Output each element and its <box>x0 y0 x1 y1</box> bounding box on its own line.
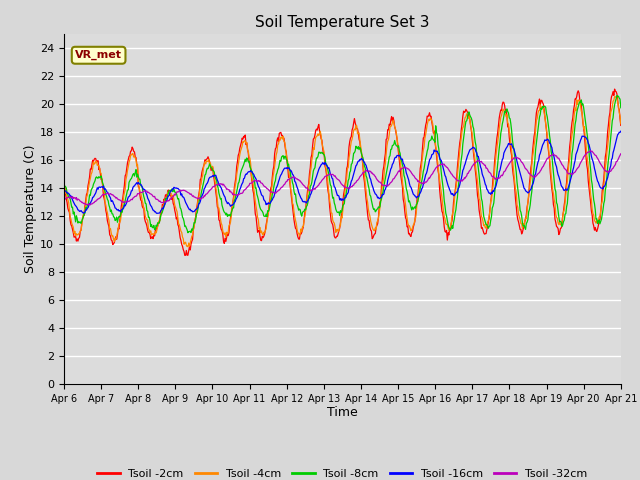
Tsoil -8cm <box>184 230 192 236</box>
Tsoil -4cm <box>411 217 419 223</box>
Line: Tsoil -2cm: Tsoil -2cm <box>64 89 621 255</box>
Tsoil -16cm <box>214 179 222 185</box>
Tsoil -32cm <box>185 190 193 196</box>
Tsoil -2cm <box>214 206 222 212</box>
Tsoil -32cm <box>60 197 68 203</box>
Tsoil -4cm <box>185 240 193 246</box>
Tsoil -2cm <box>428 113 435 119</box>
Tsoil -4cm <box>183 244 191 250</box>
Tsoil -16cm <box>60 187 68 192</box>
X-axis label: Time: Time <box>327 407 358 420</box>
Tsoil -4cm <box>214 205 222 211</box>
Tsoil -4cm <box>60 181 68 187</box>
Tsoil -16cm <box>411 193 419 199</box>
Tsoil -32cm <box>428 172 435 178</box>
Tsoil -16cm <box>127 188 135 194</box>
Tsoil -8cm <box>127 176 135 181</box>
Tsoil -32cm <box>84 202 92 208</box>
Tsoil -8cm <box>70 209 78 215</box>
Tsoil -16cm <box>185 205 193 211</box>
Text: VR_met: VR_met <box>75 50 122 60</box>
Tsoil -2cm <box>185 248 193 254</box>
Tsoil -2cm <box>411 219 419 225</box>
Legend: Tsoil -2cm, Tsoil -4cm, Tsoil -8cm, Tsoil -16cm, Tsoil -32cm: Tsoil -2cm, Tsoil -4cm, Tsoil -8cm, Tsoi… <box>93 465 592 480</box>
Line: Tsoil -4cm: Tsoil -4cm <box>64 96 621 247</box>
Tsoil -2cm <box>181 252 189 258</box>
Line: Tsoil -16cm: Tsoil -16cm <box>64 131 621 214</box>
Tsoil -2cm <box>127 148 135 154</box>
Tsoil -2cm <box>60 181 68 187</box>
Tsoil -2cm <box>617 122 625 128</box>
Line: Tsoil -32cm: Tsoil -32cm <box>64 151 621 205</box>
Tsoil -8cm <box>428 137 435 143</box>
Tsoil -4cm <box>617 121 625 127</box>
Y-axis label: Soil Temperature (C): Soil Temperature (C) <box>24 144 37 273</box>
Tsoil -4cm <box>70 230 78 236</box>
Tsoil -32cm <box>214 181 222 187</box>
Tsoil -32cm <box>128 197 136 203</box>
Tsoil -32cm <box>70 195 78 201</box>
Tsoil -16cm <box>153 211 161 216</box>
Tsoil -8cm <box>185 229 193 235</box>
Tsoil -8cm <box>60 181 68 187</box>
Tsoil -8cm <box>411 204 419 210</box>
Tsoil -4cm <box>611 94 618 99</box>
Tsoil -32cm <box>587 148 595 154</box>
Title: Soil Temperature Set 3: Soil Temperature Set 3 <box>255 15 429 30</box>
Tsoil -4cm <box>428 116 435 122</box>
Tsoil -8cm <box>617 105 625 111</box>
Tsoil -8cm <box>613 93 621 98</box>
Tsoil -16cm <box>428 155 435 160</box>
Tsoil -16cm <box>617 128 625 134</box>
Tsoil -2cm <box>611 86 618 92</box>
Tsoil -4cm <box>127 152 135 158</box>
Tsoil -2cm <box>70 234 78 240</box>
Tsoil -8cm <box>214 185 222 191</box>
Tsoil -16cm <box>70 200 78 206</box>
Line: Tsoil -8cm: Tsoil -8cm <box>64 96 621 233</box>
Tsoil -32cm <box>411 175 419 180</box>
Tsoil -32cm <box>617 151 625 156</box>
